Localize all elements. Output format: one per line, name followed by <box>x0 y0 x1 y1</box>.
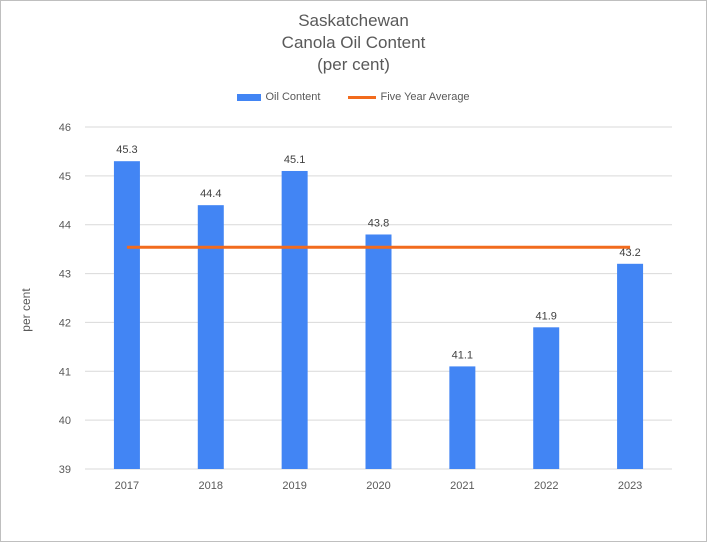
y-tick-label-41: 41 <box>59 366 71 378</box>
y-tick-label-42: 42 <box>59 317 71 329</box>
data-label-2022: 41.9 <box>536 310 557 322</box>
y-tick-label-39: 39 <box>59 464 71 476</box>
legend-item-oil-content: Oil Content <box>237 91 320 103</box>
data-labels: 45.3 44.4 45.1 43.8 41.1 41.9 43.2 <box>116 144 641 361</box>
legend-label-five-year-average: Five Year Average <box>380 91 470 103</box>
chart-title-line-3: (per cent) <box>317 55 390 74</box>
legend-item-five-year-average: Five Year Average <box>348 91 470 103</box>
data-label-2019: 45.1 <box>284 154 305 166</box>
bar-2023 <box>617 263 644 469</box>
bar-2018 <box>197 205 224 469</box>
chart-title: Saskatchewan Canola Oil Content (per cen… <box>0 10 707 76</box>
y-tick-label-40: 40 <box>59 415 71 427</box>
y-tick-label-44: 44 <box>59 220 71 232</box>
data-label-2020: 43.8 <box>368 217 389 229</box>
y-axis-label: per cent <box>19 288 33 332</box>
bar-2017 <box>113 161 140 469</box>
x-tick-label-2018: 2018 <box>199 480 223 492</box>
x-tick-label-2020: 2020 <box>366 480 390 492</box>
chart-title-line-2: Canola Oil Content <box>281 33 426 52</box>
x-tick-labels: 2017 2018 2019 2020 2021 2022 2023 <box>115 480 643 492</box>
legend-swatch-bar <box>237 93 262 101</box>
y-tick-label-45: 45 <box>59 171 71 183</box>
data-label-2018: 44.4 <box>200 188 221 200</box>
legend-label-oil-content: Oil Content <box>265 91 321 103</box>
chart-title-line-1: Saskatchewan <box>298 11 409 30</box>
y-tick-labels: 39 40 41 42 43 44 45 46 <box>59 122 71 476</box>
bars <box>113 161 644 469</box>
data-label-2021: 41.1 <box>452 349 473 361</box>
x-tick-label-2019: 2019 <box>282 480 306 492</box>
x-tick-label-2021: 2021 <box>450 480 474 492</box>
data-label-2017: 45.3 <box>116 144 137 156</box>
y-tick-label-43: 43 <box>59 269 71 281</box>
bar-2021 <box>449 366 476 469</box>
data-label-2023: 43.2 <box>619 247 640 259</box>
bar-2019 <box>281 170 308 469</box>
x-tick-label-2022: 2022 <box>534 480 558 492</box>
legend-swatch-line <box>348 95 377 99</box>
x-tick-label-2023: 2023 <box>618 480 642 492</box>
x-tick-label-2017: 2017 <box>115 480 139 492</box>
bar-2020 <box>365 234 392 469</box>
chart-legend: Oil Content Five Year Average <box>0 91 707 103</box>
y-tick-label-46: 46 <box>59 122 71 134</box>
bar-2022 <box>533 327 560 469</box>
